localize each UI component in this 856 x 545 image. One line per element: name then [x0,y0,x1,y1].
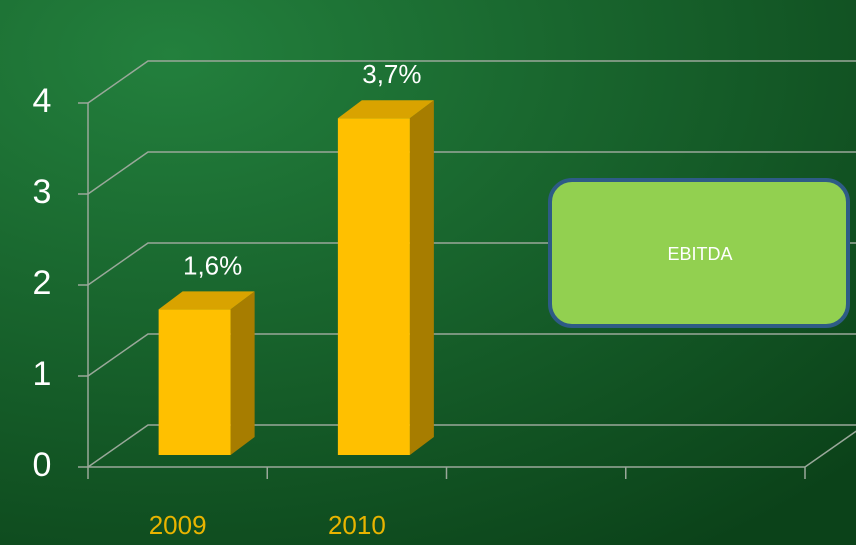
bar-face [158,291,255,310]
grid-line [87,333,856,377]
legend-box [548,178,850,328]
y-tick-label: 1 [33,355,52,393]
grid-line [87,151,856,195]
y-tick-label: 2 [33,264,52,302]
legend-label: EBITDA [667,244,732,264]
bar-face [158,309,231,455]
bar [337,100,434,456]
bar [158,291,255,455]
x-tick-label: 2010 [328,510,386,540]
bar-face [337,118,410,456]
bar-face [230,291,255,455]
bar-face [409,100,434,456]
data-label: 1,6% [183,250,242,280]
x-tick-label: 2009 [149,510,207,540]
y-tick-label: 4 [33,82,52,120]
bar-face [337,100,434,119]
grid-line [87,60,856,104]
y-tick-label: 0 [33,446,52,484]
grid-line [87,424,856,468]
data-label: 3,7% [362,59,421,89]
y-tick-label: 3 [33,173,52,211]
